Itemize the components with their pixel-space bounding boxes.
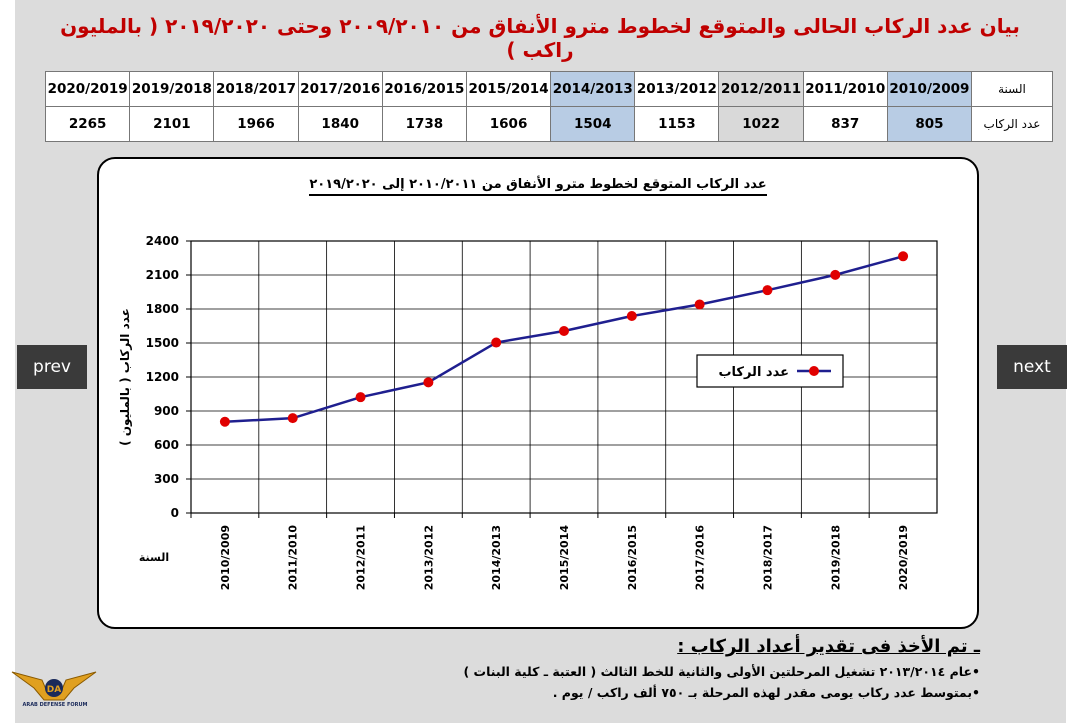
data-point xyxy=(287,413,298,424)
y-tick-label: 300 xyxy=(154,472,179,486)
ridership-table: السنة 2010/2009 2011/2010 2012/2011 2013/201… xyxy=(44,71,1053,142)
y-tick-label: 2400 xyxy=(146,234,179,248)
y-axis-label: عدد الركاب ( بالمليون ) xyxy=(118,308,133,446)
chart-title: عدد الركاب المتوقع لخطوط مترو الأنفاق من… xyxy=(99,177,977,196)
y-tick-label: 2100 xyxy=(146,268,179,282)
x-tick-label: 2011/2010 xyxy=(287,525,300,591)
table-year-cell: 2016/2015 xyxy=(381,71,467,107)
table-value-cell: 2265 xyxy=(44,106,131,142)
table-row-values: عدد الركاب 805 837 1022 1153 1504 1606 1738 1840… xyxy=(44,106,1053,142)
data-point xyxy=(762,285,773,296)
table-value-cell: 805 xyxy=(886,106,973,142)
table-value-cell: 1153 xyxy=(634,106,720,142)
table-year-cell: 2017/2016 xyxy=(297,71,383,107)
data-point xyxy=(898,251,909,262)
table-count-label: عدد الركاب xyxy=(971,106,1053,142)
table-value-cell: 1840 xyxy=(297,106,383,142)
notes-section: ـ تم الأخذ فى تقدير أعداد الركاب : •عام … xyxy=(420,636,980,703)
y-tick-label: 1200 xyxy=(146,370,179,384)
x-tick-label: 2010/2009 xyxy=(219,525,232,590)
table-value-cell: 1606 xyxy=(465,106,552,142)
x-tick-label: 2012/2011 xyxy=(355,525,368,590)
x-tick-label: 2016/2015 xyxy=(626,525,639,590)
x-tick-label: 2017/2016 xyxy=(694,525,707,591)
slide-title: بيان عدد الركاب الحالى والمتوقع لخطوط مت… xyxy=(60,14,1020,62)
table-year-label: السنة xyxy=(971,71,1053,107)
table-value-cell: 2101 xyxy=(129,106,215,142)
table-year-cell: 2019/2018 xyxy=(129,71,215,107)
next-button[interactable]: next xyxy=(997,345,1067,389)
x-tick-label: 2018/2017 xyxy=(761,525,774,590)
forum-logo: DA ARAB DEFENSE FORUM xyxy=(4,650,104,720)
y-tick-label: 1500 xyxy=(146,336,179,350)
notes-heading: ـ تم الأخذ فى تقدير أعداد الركاب : xyxy=(677,636,980,657)
table-value-cell: 1966 xyxy=(213,106,299,142)
notes-line-1: •عام ٢٠١٣/٢٠١٤ تشغيل المرحلتين الأولى وا… xyxy=(463,664,980,679)
table-year-cell: 2013/2012 xyxy=(634,71,720,107)
table-year-cell: 2011/2010 xyxy=(802,71,888,107)
data-point xyxy=(830,269,841,280)
data-point xyxy=(559,325,569,336)
data-point xyxy=(355,392,366,403)
table-year-cell: 2014/2013 xyxy=(550,71,636,107)
data-point xyxy=(423,377,434,388)
x-axis-label: السنة xyxy=(139,551,169,564)
eagle-logo-icon: DA xyxy=(11,671,97,701)
legend-marker xyxy=(809,366,819,376)
x-tick-label: 2019/2018 xyxy=(829,525,842,590)
table-value-cell: 1022 xyxy=(718,106,804,142)
data-point xyxy=(626,311,637,322)
x-tick-label: 2014/2013 xyxy=(490,525,503,590)
table-year-cell: 2010/2009 xyxy=(886,71,973,107)
chart-box: عدد الركاب المتوقع لخطوط مترو الأنفاق من… xyxy=(97,157,979,629)
x-tick-label: 2020/2019 xyxy=(897,525,910,590)
table-value-cell: 1738 xyxy=(381,106,467,142)
logo-initials: DA xyxy=(47,685,61,695)
data-point xyxy=(694,299,705,310)
y-tick-label: 600 xyxy=(154,438,179,452)
x-tick-label: 2015/2014 xyxy=(558,525,571,591)
table-year-cell: 2012/2011 xyxy=(718,71,804,107)
notes-line-2: •بمتوسط عدد ركاب يومى مقدر لهذه المرحلة … xyxy=(552,685,980,700)
legend-label: عدد الركاب xyxy=(718,365,789,380)
prev-button[interactable]: prev xyxy=(17,345,87,389)
chart-title-text: عدد الركاب المتوقع لخطوط مترو الأنفاق من… xyxy=(309,177,767,196)
table-value-cell: 837 xyxy=(802,106,888,142)
logo-text: ARAB DEFENSE FORUM xyxy=(22,702,88,708)
table-value-cell: 1504 xyxy=(550,106,636,142)
table-year-cell: 2015/2014 xyxy=(465,71,552,107)
line-chart: 0 300 600 900 1200 1500 1800 2100 2400 2010/2009 2… xyxy=(118,234,938,591)
table-year-cell: 2020/2019 xyxy=(44,71,131,107)
data-point xyxy=(219,416,230,427)
table-row-years: السنة 2010/2009 2011/2010 2012/2011 2013/201… xyxy=(44,71,1053,107)
data-point xyxy=(491,337,502,348)
table-year-cell: 2018/2017 xyxy=(213,71,299,107)
y-tick-label: 900 xyxy=(154,404,179,418)
y-tick-label: 0 xyxy=(171,506,179,520)
x-tick-label: 2013/2012 xyxy=(422,525,435,590)
y-tick-label: 1800 xyxy=(146,302,179,316)
